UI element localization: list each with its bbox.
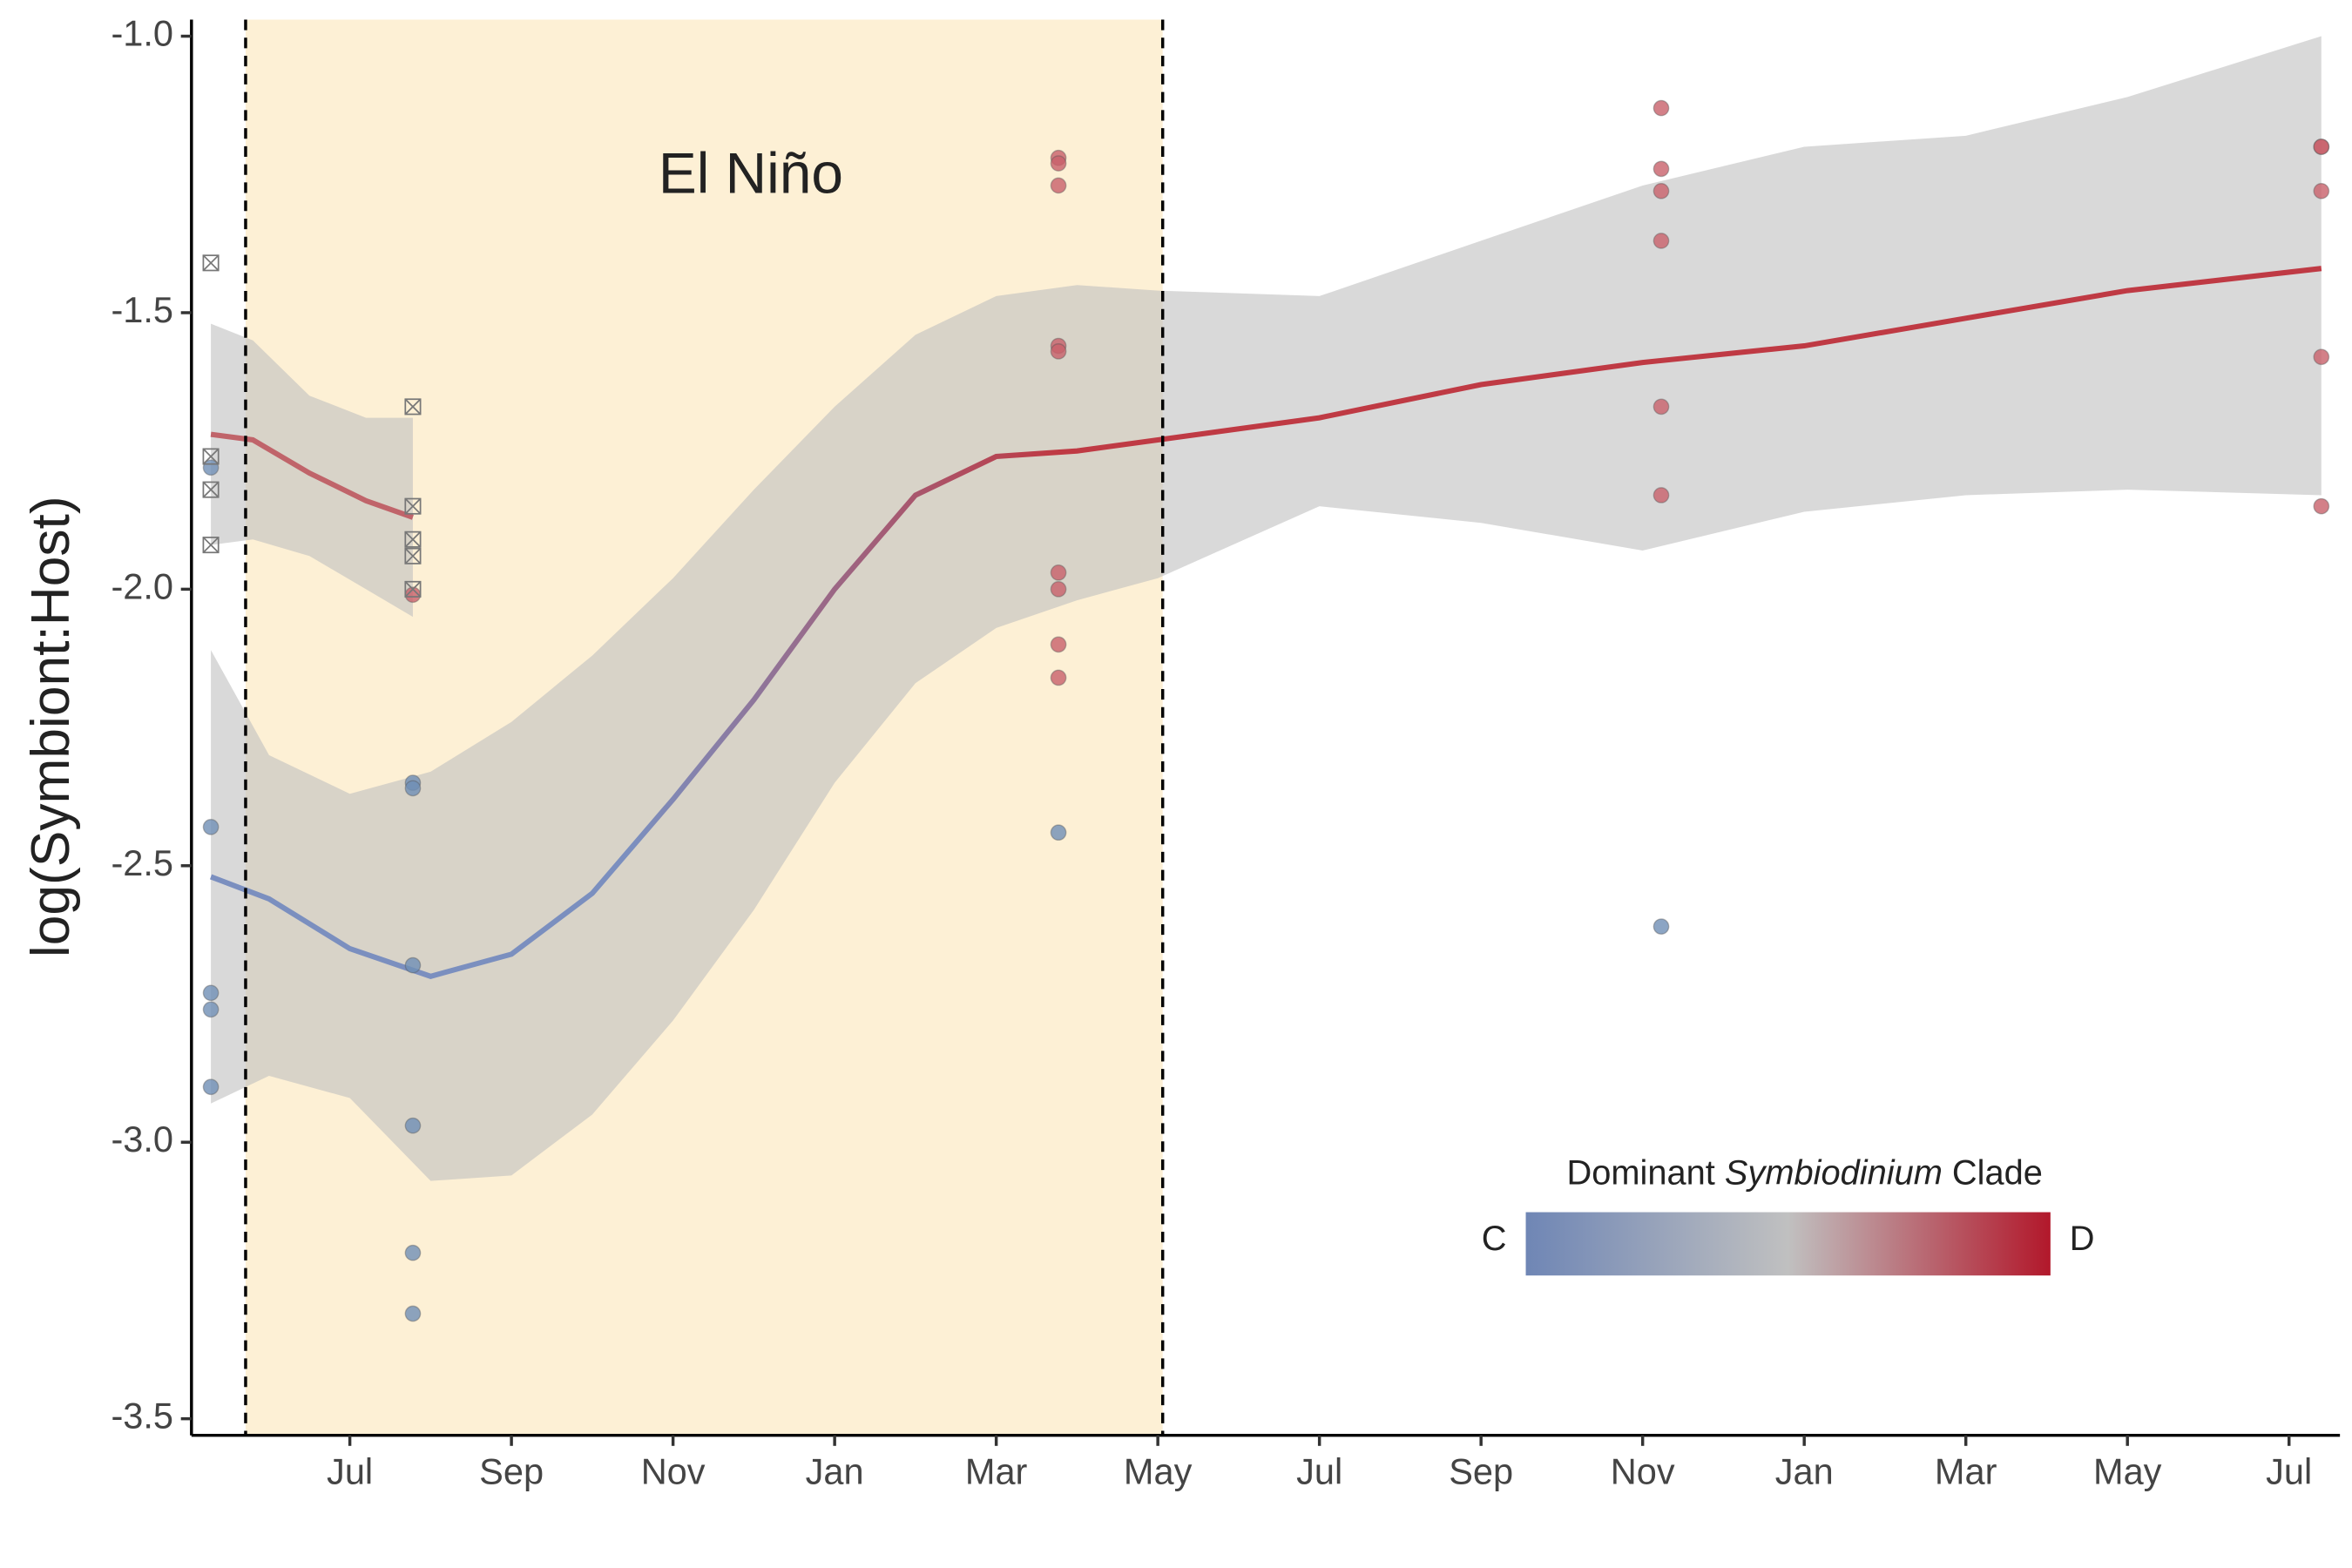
point: [202, 984, 220, 1002]
point: [1050, 177, 1067, 194]
legend-title-part: Clade: [1943, 1153, 2043, 1192]
marker-cross: [202, 537, 220, 553]
point: [1652, 398, 1670, 416]
smooth-line: [210, 431, 414, 520]
y-tick-label: -2.5: [111, 842, 173, 883]
marker-box: [202, 448, 220, 465]
x-tick-label: Sep: [1449, 1451, 1513, 1492]
x-tick-label: Mar: [965, 1451, 1028, 1492]
x-tick-label: Mar: [1935, 1451, 1997, 1492]
marker-box: [404, 580, 422, 598]
ribbon-layer: [211, 36, 2322, 1181]
crossed-square-point: [202, 481, 220, 498]
axis-layer: -1.0 -1.5 -2.0 -2.5 -3.0 -3.5 Jul Sep Nov Jan Mar M…: [111, 13, 2341, 1492]
y-tick-label: -2.0: [111, 565, 173, 606]
x-tick-label: Jul: [327, 1451, 373, 1492]
crossed-square-point: [202, 254, 220, 272]
point: [1652, 233, 1670, 249]
x-tick-label: Jan: [1775, 1451, 1834, 1492]
marker-cross: [404, 497, 422, 515]
smooth-line: [209, 266, 2322, 979]
legend-high-label: D: [2070, 1220, 2095, 1258]
marker-cross: [202, 254, 220, 272]
point: [404, 1305, 422, 1322]
marker-box: [404, 497, 422, 515]
marker-box: [202, 254, 220, 272]
point: [1652, 160, 1670, 178]
y-tick-label: -3.5: [111, 1396, 173, 1436]
crossed-square-point: [202, 537, 220, 554]
point: [1652, 99, 1670, 117]
marker-cross: [404, 581, 422, 598]
point: [202, 1001, 220, 1018]
marker-box: [404, 547, 422, 564]
point: [1652, 182, 1670, 199]
x-tick-label: Jul: [1296, 1451, 1342, 1492]
legend-title-part: Symbiodinium: [1725, 1153, 1943, 1192]
annotation: El Niño: [659, 141, 843, 206]
marker-cross: [202, 481, 220, 498]
point: [2313, 497, 2330, 515]
x-tick-label: Sep: [479, 1451, 544, 1492]
legend-colorbar: [1525, 1212, 2051, 1276]
point: [404, 780, 422, 797]
crossed-square-point: [202, 448, 220, 465]
x-tick-label: Nov: [1611, 1451, 1675, 1492]
y-tick-label: -1.0: [111, 13, 173, 54]
point: [1050, 564, 1067, 581]
crossed-square-point: [404, 547, 422, 564]
x-tick-label: Jan: [806, 1451, 864, 1492]
x-tick-label: May: [2093, 1451, 2162, 1492]
point: [1652, 487, 1670, 504]
point-layer: [202, 99, 2330, 1322]
marker-box: [202, 481, 220, 498]
crossed-square-point: [404, 531, 422, 548]
y-tick-label: -1.5: [111, 289, 173, 330]
point: [1050, 155, 1067, 172]
marker-cross: [404, 398, 422, 416]
legend-low-label: C: [1482, 1220, 1507, 1258]
point: [1050, 343, 1067, 360]
x-tick-label: Nov: [641, 1451, 706, 1492]
x-tick-label: Jul: [2266, 1451, 2312, 1492]
point: [2313, 182, 2330, 199]
point: [2313, 348, 2330, 366]
y-tick-label: -3.0: [111, 1119, 173, 1159]
x-tick-label: May: [1124, 1451, 1193, 1492]
marker-box: [404, 531, 422, 548]
point: [404, 956, 422, 974]
point: [1050, 636, 1067, 653]
marker-box: [202, 537, 220, 554]
legend-title-part: Dominant: [1567, 1153, 1725, 1192]
point: [202, 819, 220, 835]
marker-box: [404, 398, 422, 416]
legend-title: Dominant Symbiodinium Clade: [1567, 1153, 2043, 1192]
crossed-square-point: [404, 497, 422, 515]
point: [404, 1117, 422, 1134]
crossed-square-point: [404, 580, 422, 598]
marker-cross: [404, 531, 422, 548]
line-layer: [209, 266, 2322, 979]
marker-cross: [404, 548, 422, 564]
confidence-ribbon: [211, 323, 413, 618]
point: [1050, 824, 1067, 841]
point: [1050, 581, 1067, 598]
point: [1652, 918, 1670, 935]
point: [2313, 139, 2330, 155]
point: [202, 1078, 220, 1096]
marker-cross: [202, 448, 220, 465]
point: [404, 1244, 422, 1261]
y-axis-label: log(Symbiont:Host): [21, 496, 81, 957]
crossed-square-point: [404, 398, 422, 416]
point: [1050, 669, 1067, 686]
confidence-ribbon: [211, 36, 2322, 1181]
